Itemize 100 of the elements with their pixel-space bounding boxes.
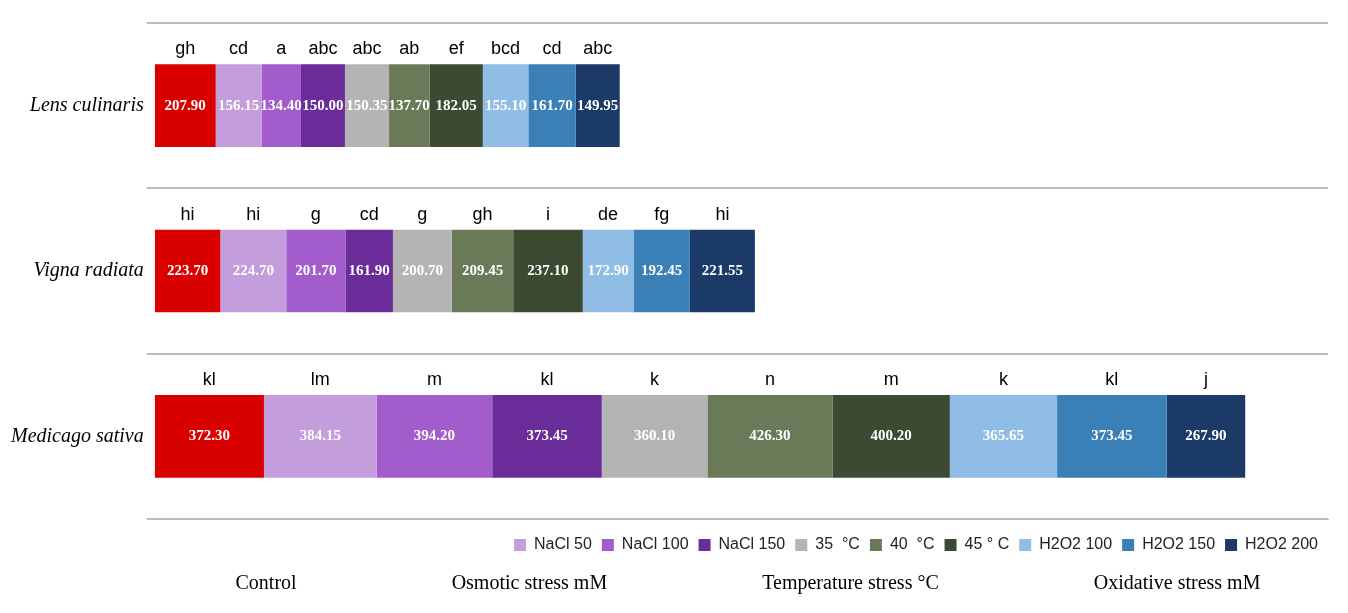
annotation: kl xyxy=(1105,368,1119,389)
annotation: i xyxy=(545,203,550,224)
annotation: ab xyxy=(399,38,420,59)
bar xyxy=(154,64,216,147)
annotation: kl xyxy=(202,368,216,389)
data-label: 384.15 xyxy=(299,427,341,444)
data-label: 182.05 xyxy=(435,96,477,113)
annotation: k xyxy=(998,368,1009,389)
annotation: fg xyxy=(654,203,670,224)
legend-label: 40 °C xyxy=(889,535,935,553)
bar xyxy=(286,229,346,313)
annotation: abc xyxy=(352,38,382,59)
data-label: 192.45 xyxy=(641,261,683,278)
annotation: abc xyxy=(583,38,613,59)
annotation: m xyxy=(426,368,442,389)
data-label: 373.45 xyxy=(526,427,568,444)
annotation: kl xyxy=(540,368,554,389)
data-label: 360.10 xyxy=(633,427,676,444)
bar xyxy=(949,395,1058,478)
legend-label: NaCl 100 xyxy=(621,535,689,553)
text: Control xyxy=(235,571,297,594)
bar xyxy=(261,64,301,147)
data-label: 201.70 xyxy=(295,261,337,278)
bar xyxy=(345,229,393,313)
annotation: j xyxy=(1202,368,1208,389)
annotation: k xyxy=(650,368,661,389)
data-label: 172.90 xyxy=(587,261,629,278)
data-label: 161.70 xyxy=(531,96,573,113)
bar xyxy=(154,395,264,478)
data-label: 426.30 xyxy=(749,427,791,444)
annotation: hi xyxy=(715,203,730,224)
data-label: 149.95 xyxy=(577,96,619,113)
bar xyxy=(601,395,708,478)
data-label: 365.65 xyxy=(982,427,1025,444)
data-label: 223.70 xyxy=(166,261,209,278)
y-tick-label: Vigna radiata xyxy=(33,258,144,282)
data-label: 372.30 xyxy=(188,427,230,444)
bar xyxy=(575,64,620,147)
bar xyxy=(689,229,755,313)
bar xyxy=(582,229,634,313)
y-tick-label: Medicago sativa xyxy=(9,423,144,447)
text: Temperature stress °C xyxy=(762,571,939,594)
data-label: 161.90 xyxy=(348,261,390,278)
bar xyxy=(263,395,377,478)
bar xyxy=(344,64,390,147)
bar xyxy=(513,229,583,313)
data-label: 155.10 xyxy=(484,96,527,113)
legend-label: 45 ° C xyxy=(964,535,1010,553)
data-label: 150.00 xyxy=(302,96,344,113)
data-label: 137.70 xyxy=(388,96,430,113)
bar xyxy=(492,395,602,478)
annotation: hi xyxy=(246,203,261,224)
bar xyxy=(392,229,452,313)
annotation: cd xyxy=(359,203,379,224)
annotation: bcd xyxy=(491,38,521,59)
text: Osmotic stress mM xyxy=(451,571,608,594)
data-label: 207.90 xyxy=(164,96,206,113)
bar xyxy=(154,229,221,313)
legend-label: H2O2 150 xyxy=(1142,535,1216,553)
bar xyxy=(707,395,833,478)
bar xyxy=(376,395,493,478)
legend-label: 35 °C xyxy=(815,535,860,553)
annotation: g xyxy=(310,203,321,224)
data-label: 134.40 xyxy=(260,96,302,113)
bar xyxy=(832,395,950,478)
annotation: ef xyxy=(448,38,465,59)
annotation: gh xyxy=(175,38,196,59)
bar xyxy=(220,229,287,313)
annotation: cd xyxy=(229,38,249,59)
annotation: g xyxy=(417,203,428,224)
annotation: hi xyxy=(180,203,195,224)
data-label: 224.70 xyxy=(232,261,274,278)
data-label: 400.20 xyxy=(870,427,912,444)
annotation: abc xyxy=(308,38,338,59)
data-label: 156.15 xyxy=(218,96,260,113)
bar xyxy=(633,229,690,313)
bar xyxy=(429,64,483,147)
text: Oxidative stress mM xyxy=(1093,571,1261,594)
legend-label: H2O2 200 xyxy=(1245,535,1319,553)
annotation: gh xyxy=(472,203,493,224)
legend-label: NaCl 150 xyxy=(718,535,786,553)
data-label: 237.10 xyxy=(527,261,569,278)
annotation: de xyxy=(598,203,619,224)
legend-label: H2O2 100 xyxy=(1039,535,1113,553)
data-label: 267.90 xyxy=(1185,427,1227,444)
bar xyxy=(528,64,576,147)
bar xyxy=(451,229,514,313)
data-label: 150.35 xyxy=(346,96,388,113)
data-label: 209.45 xyxy=(461,261,504,278)
bar xyxy=(389,64,430,147)
data-label: 200.70 xyxy=(401,261,443,278)
bar xyxy=(482,64,529,147)
bar xyxy=(300,64,345,147)
annotation: lm xyxy=(310,368,330,389)
data-label: 394.20 xyxy=(413,427,456,444)
y-tick-label: Lens culinaris xyxy=(28,92,144,115)
data-label: 221.55 xyxy=(701,261,744,278)
annotation: cd xyxy=(542,38,562,59)
bar xyxy=(1166,395,1246,478)
annotation: m xyxy=(883,368,899,389)
